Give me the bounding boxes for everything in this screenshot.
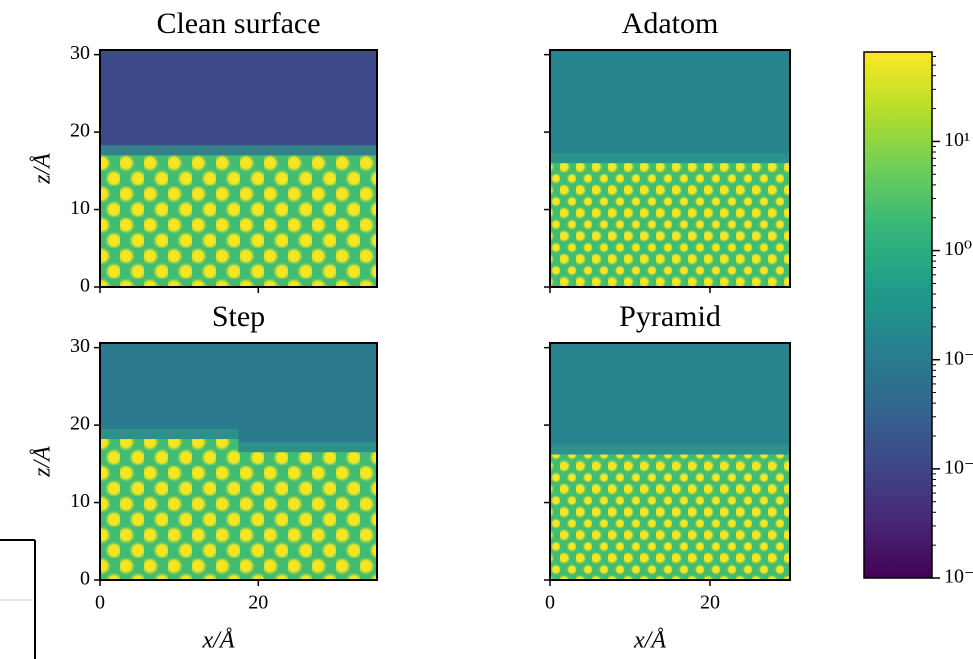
y-axis-label: z/Å [30, 153, 56, 185]
colorbar-tick-label: 10⁻¹ [944, 347, 973, 369]
y-tick-label: 10 [70, 490, 90, 512]
axes-frame [99, 49, 378, 288]
colorbar-tick-label: 10¹ [944, 129, 970, 151]
stray-frame [0, 539, 36, 659]
colorbar-tick-label: 10⁰ [944, 238, 972, 260]
y-tick-label: 20 [70, 413, 90, 435]
density-image [550, 343, 790, 580]
y-tick-label: 0 [80, 275, 90, 297]
axes-frame [549, 342, 791, 581]
bulk-region [550, 454, 790, 580]
axes-frame [549, 49, 791, 288]
x-tick-label: 20 [248, 592, 268, 614]
y-tick-label: 30 [70, 42, 90, 64]
bulk-region [238, 452, 377, 580]
bulk-region [100, 155, 377, 287]
panel-title: Pyramid [619, 300, 721, 333]
density-image [100, 343, 377, 580]
density-image [550, 50, 790, 287]
colorbar-tick-label: 10⁻³ [944, 566, 973, 588]
bulk-region [100, 439, 239, 580]
y-tick-label: 30 [70, 335, 90, 357]
x-axis-label: x/Å [633, 628, 666, 654]
y-axis-label: z/Å [30, 446, 56, 478]
y-tick-label: 0 [80, 568, 90, 590]
density-image [100, 50, 377, 287]
x-tick-label: 0 [545, 592, 555, 614]
panel-title: Adatom [622, 7, 719, 40]
panel-title: Clean surface [156, 7, 320, 40]
x-axis-label: x/Å [202, 628, 235, 654]
x-tick-label: 0 [95, 592, 105, 614]
y-tick-label: 10 [70, 197, 90, 219]
colorbar [863, 51, 933, 579]
bulk-region [550, 163, 790, 287]
x-tick-label: 20 [700, 592, 720, 614]
panel-title: Step [212, 300, 265, 333]
y-tick-label: 20 [70, 120, 90, 142]
axes-frame [99, 342, 378, 581]
colorbar-tick-label: 10⁻² [944, 456, 973, 478]
